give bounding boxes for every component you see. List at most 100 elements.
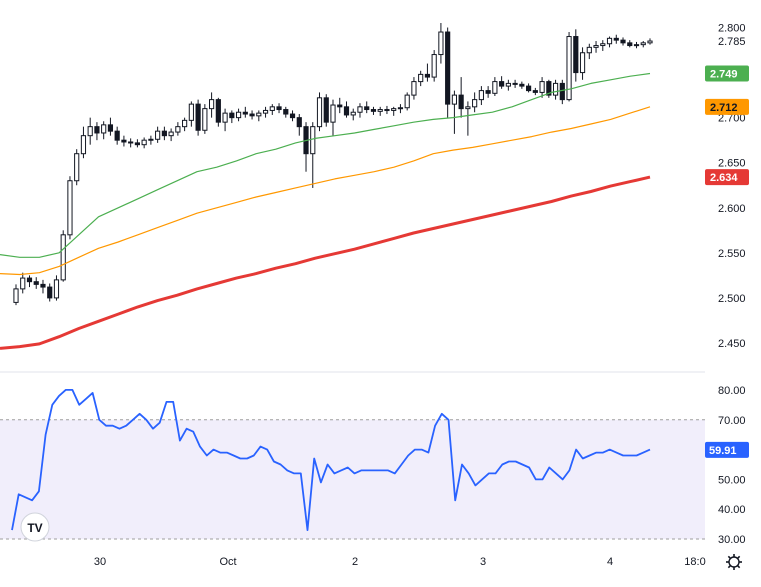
candle-body-up bbox=[566, 36, 572, 101]
candle-body-down bbox=[532, 90, 538, 93]
candle bbox=[47, 283, 53, 302]
rsi-axis[interactable]: 80.00 70.00 50.00 40.00 30.00 59.91 bbox=[705, 385, 749, 546]
candle-body-up bbox=[310, 126, 316, 155]
badge-label: 2.749 bbox=[710, 68, 738, 80]
candle-body-down bbox=[283, 109, 289, 115]
price-tick-label: 2.500 bbox=[718, 293, 746, 305]
candle-body-up bbox=[262, 109, 269, 114]
candle-body-down bbox=[384, 109, 390, 112]
time-tick-label: 30 bbox=[94, 556, 106, 568]
badge-label: 59.91 bbox=[709, 445, 737, 457]
rsi-tick-label: 50.00 bbox=[718, 474, 746, 486]
candle-body-up bbox=[222, 112, 228, 123]
gear-tooth bbox=[736, 555, 741, 560]
candle bbox=[485, 86, 491, 98]
candle bbox=[148, 135, 154, 145]
candle bbox=[296, 114, 302, 136]
candle bbox=[627, 40, 633, 48]
candle-body-up bbox=[465, 106, 471, 110]
candle-body-up bbox=[202, 108, 208, 131]
candle-body-down bbox=[364, 106, 370, 111]
candle bbox=[526, 83, 532, 93]
candle-body-down bbox=[424, 73, 431, 78]
candle-body-up bbox=[552, 82, 559, 96]
candle bbox=[13, 284, 19, 306]
candle bbox=[316, 92, 323, 132]
candle-body-down bbox=[512, 82, 518, 85]
candle-body-up bbox=[148, 138, 154, 141]
candle bbox=[256, 110, 262, 122]
badge-bg bbox=[705, 441, 749, 458]
candle-body-down bbox=[526, 85, 532, 92]
candle bbox=[559, 79, 565, 105]
candle bbox=[357, 103, 363, 118]
candle bbox=[532, 87, 538, 96]
candle-body-up bbox=[397, 107, 404, 110]
candle bbox=[60, 230, 66, 282]
candle bbox=[289, 110, 296, 122]
ma-mid-line bbox=[0, 106, 651, 276]
candle-body-down bbox=[337, 104, 343, 108]
last-value-badge: 2.712 bbox=[705, 98, 749, 115]
candle bbox=[330, 99, 336, 136]
rsi-tick-label: 30.00 bbox=[718, 534, 746, 546]
candle-body-down bbox=[249, 113, 255, 117]
candle bbox=[209, 92, 215, 118]
time-axis[interactable]: 30 Oct 2 3 4 18:0 bbox=[94, 556, 706, 568]
candle-body-down bbox=[94, 126, 100, 134]
candle bbox=[101, 121, 107, 140]
candle-body-up bbox=[13, 288, 19, 303]
candle-body-up bbox=[357, 106, 363, 113]
candle bbox=[107, 117, 114, 136]
candle-body-down bbox=[40, 283, 46, 288]
candle-body-up bbox=[53, 279, 60, 299]
candle bbox=[445, 27, 451, 118]
candle-body-up bbox=[235, 111, 242, 119]
candle-body-up bbox=[391, 108, 397, 111]
candle bbox=[33, 277, 39, 289]
candle-body-up bbox=[182, 119, 188, 128]
candle-body-down bbox=[323, 97, 329, 123]
rsi-tick-label: 70.00 bbox=[718, 415, 746, 427]
candle bbox=[215, 97, 221, 127]
candle bbox=[478, 86, 484, 106]
candle-body-down bbox=[47, 286, 53, 299]
gear-icon[interactable] bbox=[726, 554, 742, 570]
candle bbox=[168, 128, 174, 142]
candle bbox=[472, 92, 478, 113]
candle bbox=[20, 272, 26, 294]
candle-body-up bbox=[60, 234, 66, 281]
candle-body-down bbox=[620, 39, 626, 44]
candle bbox=[505, 79, 511, 91]
candle-body-up bbox=[350, 111, 356, 116]
candle-body-down bbox=[107, 124, 114, 132]
candle bbox=[53, 275, 60, 301]
candle bbox=[94, 122, 100, 141]
candle bbox=[229, 110, 235, 124]
price-tick-label: 2.650 bbox=[718, 158, 746, 170]
candle bbox=[458, 77, 464, 118]
candle bbox=[566, 32, 572, 102]
gear-tooth bbox=[736, 564, 741, 569]
ma-fast-line bbox=[0, 72, 651, 258]
candle-body-up bbox=[418, 73, 424, 83]
candle-body-up bbox=[478, 90, 484, 101]
candle-body-up bbox=[67, 180, 73, 236]
tradingview-logo[interactable]: TV bbox=[20, 512, 50, 542]
candle-body-down bbox=[519, 83, 525, 87]
candle-body-up bbox=[269, 106, 275, 111]
candle-body-up bbox=[87, 126, 93, 137]
candle-body-up bbox=[647, 40, 653, 44]
price-tick-label: 2.700 bbox=[718, 113, 746, 125]
candle bbox=[512, 79, 518, 88]
time-tick-label: 18:0 bbox=[684, 556, 705, 568]
logo-circle bbox=[20, 512, 50, 542]
candle bbox=[613, 34, 619, 44]
rsi-band bbox=[0, 419, 705, 540]
candle-body-up bbox=[155, 130, 161, 140]
candle bbox=[418, 70, 424, 87]
candle bbox=[128, 138, 134, 148]
candle-body-up bbox=[209, 99, 215, 110]
price-tick-label: 2.785 bbox=[718, 36, 746, 48]
